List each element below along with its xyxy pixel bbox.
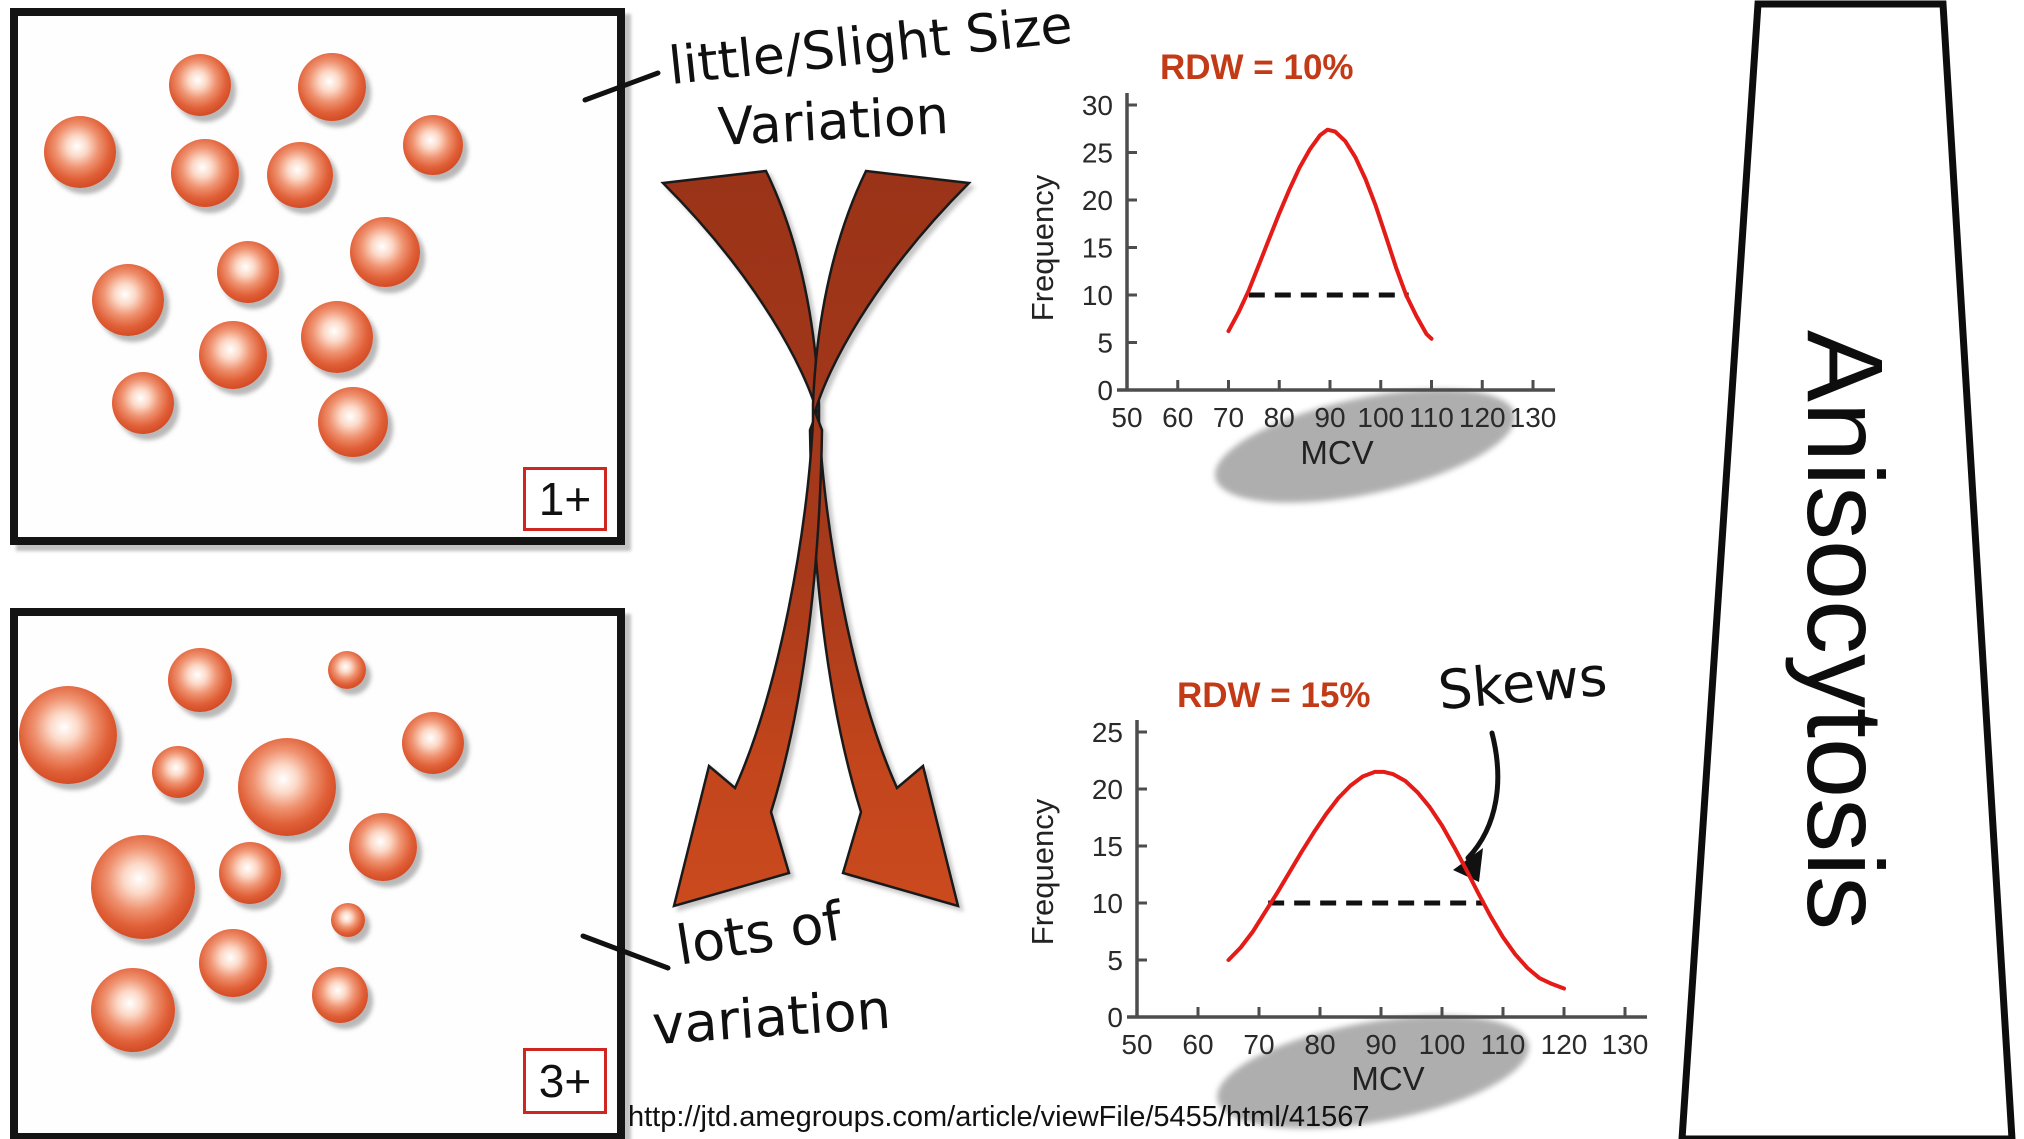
rbc-cell (199, 321, 267, 389)
rbc-cell (171, 139, 239, 207)
rbc-cell (44, 116, 116, 188)
svg-text:70: 70 (1213, 402, 1244, 433)
rbc-cell (168, 648, 232, 712)
svg-text:90: 90 (1314, 402, 1345, 433)
rbc-cell (350, 217, 420, 287)
rdw10-y-axis-label: Frequency (1025, 174, 1060, 322)
svg-text:30: 30 (1082, 90, 1113, 121)
rdw15-plot: 0 5 10 15 20 25 50 60 70 80 90 100 110 120 130 (1092, 717, 1649, 1060)
curved-arrow-right-to-left (672, 169, 972, 908)
svg-text:20: 20 (1082, 185, 1113, 216)
rbc-cell (19, 686, 117, 784)
svg-text:100: 100 (1419, 1029, 1466, 1060)
rdw10-plot: 0 5 10 15 20 25 30 50 60 70 80 90 100 110 120 130 (1082, 90, 1557, 433)
svg-text:15: 15 (1092, 831, 1123, 862)
rbc-cell (318, 387, 388, 457)
rdw15-chart-title: RDW = 15% (1177, 676, 1371, 715)
source-url: http://jtd.amegroups.com/article/viewFil… (628, 1101, 1370, 1133)
svg-text:15: 15 (1082, 233, 1113, 264)
svg-text:0: 0 (1097, 375, 1113, 406)
rbc-cell (92, 264, 164, 336)
rbc-cell (238, 738, 336, 836)
pointer-line-bottom-note (580, 933, 671, 971)
rbc-cell (312, 967, 368, 1023)
svg-text:5: 5 (1097, 328, 1113, 359)
svg-text:0: 0 (1107, 1002, 1123, 1033)
svg-text:80: 80 (1264, 402, 1295, 433)
grade-badge-label: 3+ (538, 1055, 592, 1107)
rbc-cell (112, 372, 174, 434)
grade-badge-label: 1+ (538, 473, 592, 525)
rdw15-x-axis-label: MCV (1351, 1060, 1425, 1097)
rbc-cell (402, 712, 464, 774)
svg-text:20: 20 (1092, 774, 1123, 805)
rbc-cell (328, 651, 366, 689)
rbc-cell (152, 746, 204, 798)
svg-text:60: 60 (1182, 1029, 1213, 1060)
rbc-cell (199, 929, 267, 997)
rbc-cell (219, 842, 281, 904)
rdw15-y-axis-label: Frequency (1025, 798, 1060, 946)
svg-text:5: 5 (1107, 945, 1123, 976)
rbc-cell (91, 835, 195, 939)
rbc-cell (169, 54, 231, 116)
rdw10-chart-title: RDW = 10% (1160, 48, 1354, 87)
rbc-cell (331, 903, 365, 937)
svg-text:50: 50 (1111, 402, 1142, 433)
rbc-cell (267, 142, 333, 208)
rbc-cell (91, 968, 175, 1052)
grade-badge-3plus: 3+ (523, 1048, 607, 1114)
svg-text:10: 10 (1082, 280, 1113, 311)
svg-text:120: 120 (1541, 1029, 1588, 1060)
rbc-cell (217, 241, 279, 303)
svg-text:130: 130 (1602, 1029, 1649, 1060)
svg-text:25: 25 (1092, 717, 1123, 748)
rbc-cell (403, 115, 463, 175)
skews-arrow (1465, 730, 1501, 861)
svg-text:70: 70 (1243, 1029, 1274, 1060)
svg-text:80: 80 (1304, 1029, 1335, 1060)
svg-text:60: 60 (1162, 402, 1193, 433)
skews-arrowhead (1453, 848, 1483, 882)
svg-text:90: 90 (1365, 1029, 1396, 1060)
anisocytosis-label: Anisocytosis (1785, 329, 1906, 931)
rbc-cell (349, 813, 417, 881)
svg-text:110: 110 (1481, 1029, 1526, 1060)
svg-text:120: 120 (1459, 402, 1506, 433)
handwritten-note-slight-variation-line2: Variation (716, 86, 951, 158)
svg-text:10: 10 (1092, 888, 1123, 919)
rbc-cell (298, 53, 366, 121)
rbc-cell (301, 301, 373, 373)
svg-text:110: 110 (1409, 402, 1454, 433)
svg-text:25: 25 (1082, 138, 1113, 169)
pointer-line-top-note (582, 70, 661, 103)
svg-text:50: 50 (1121, 1029, 1152, 1060)
grade-badge-1plus: 1+ (523, 467, 607, 531)
rdw10-x-axis-label: MCV (1300, 434, 1374, 471)
svg-text:100: 100 (1357, 402, 1404, 433)
svg-text:130: 130 (1510, 402, 1557, 433)
